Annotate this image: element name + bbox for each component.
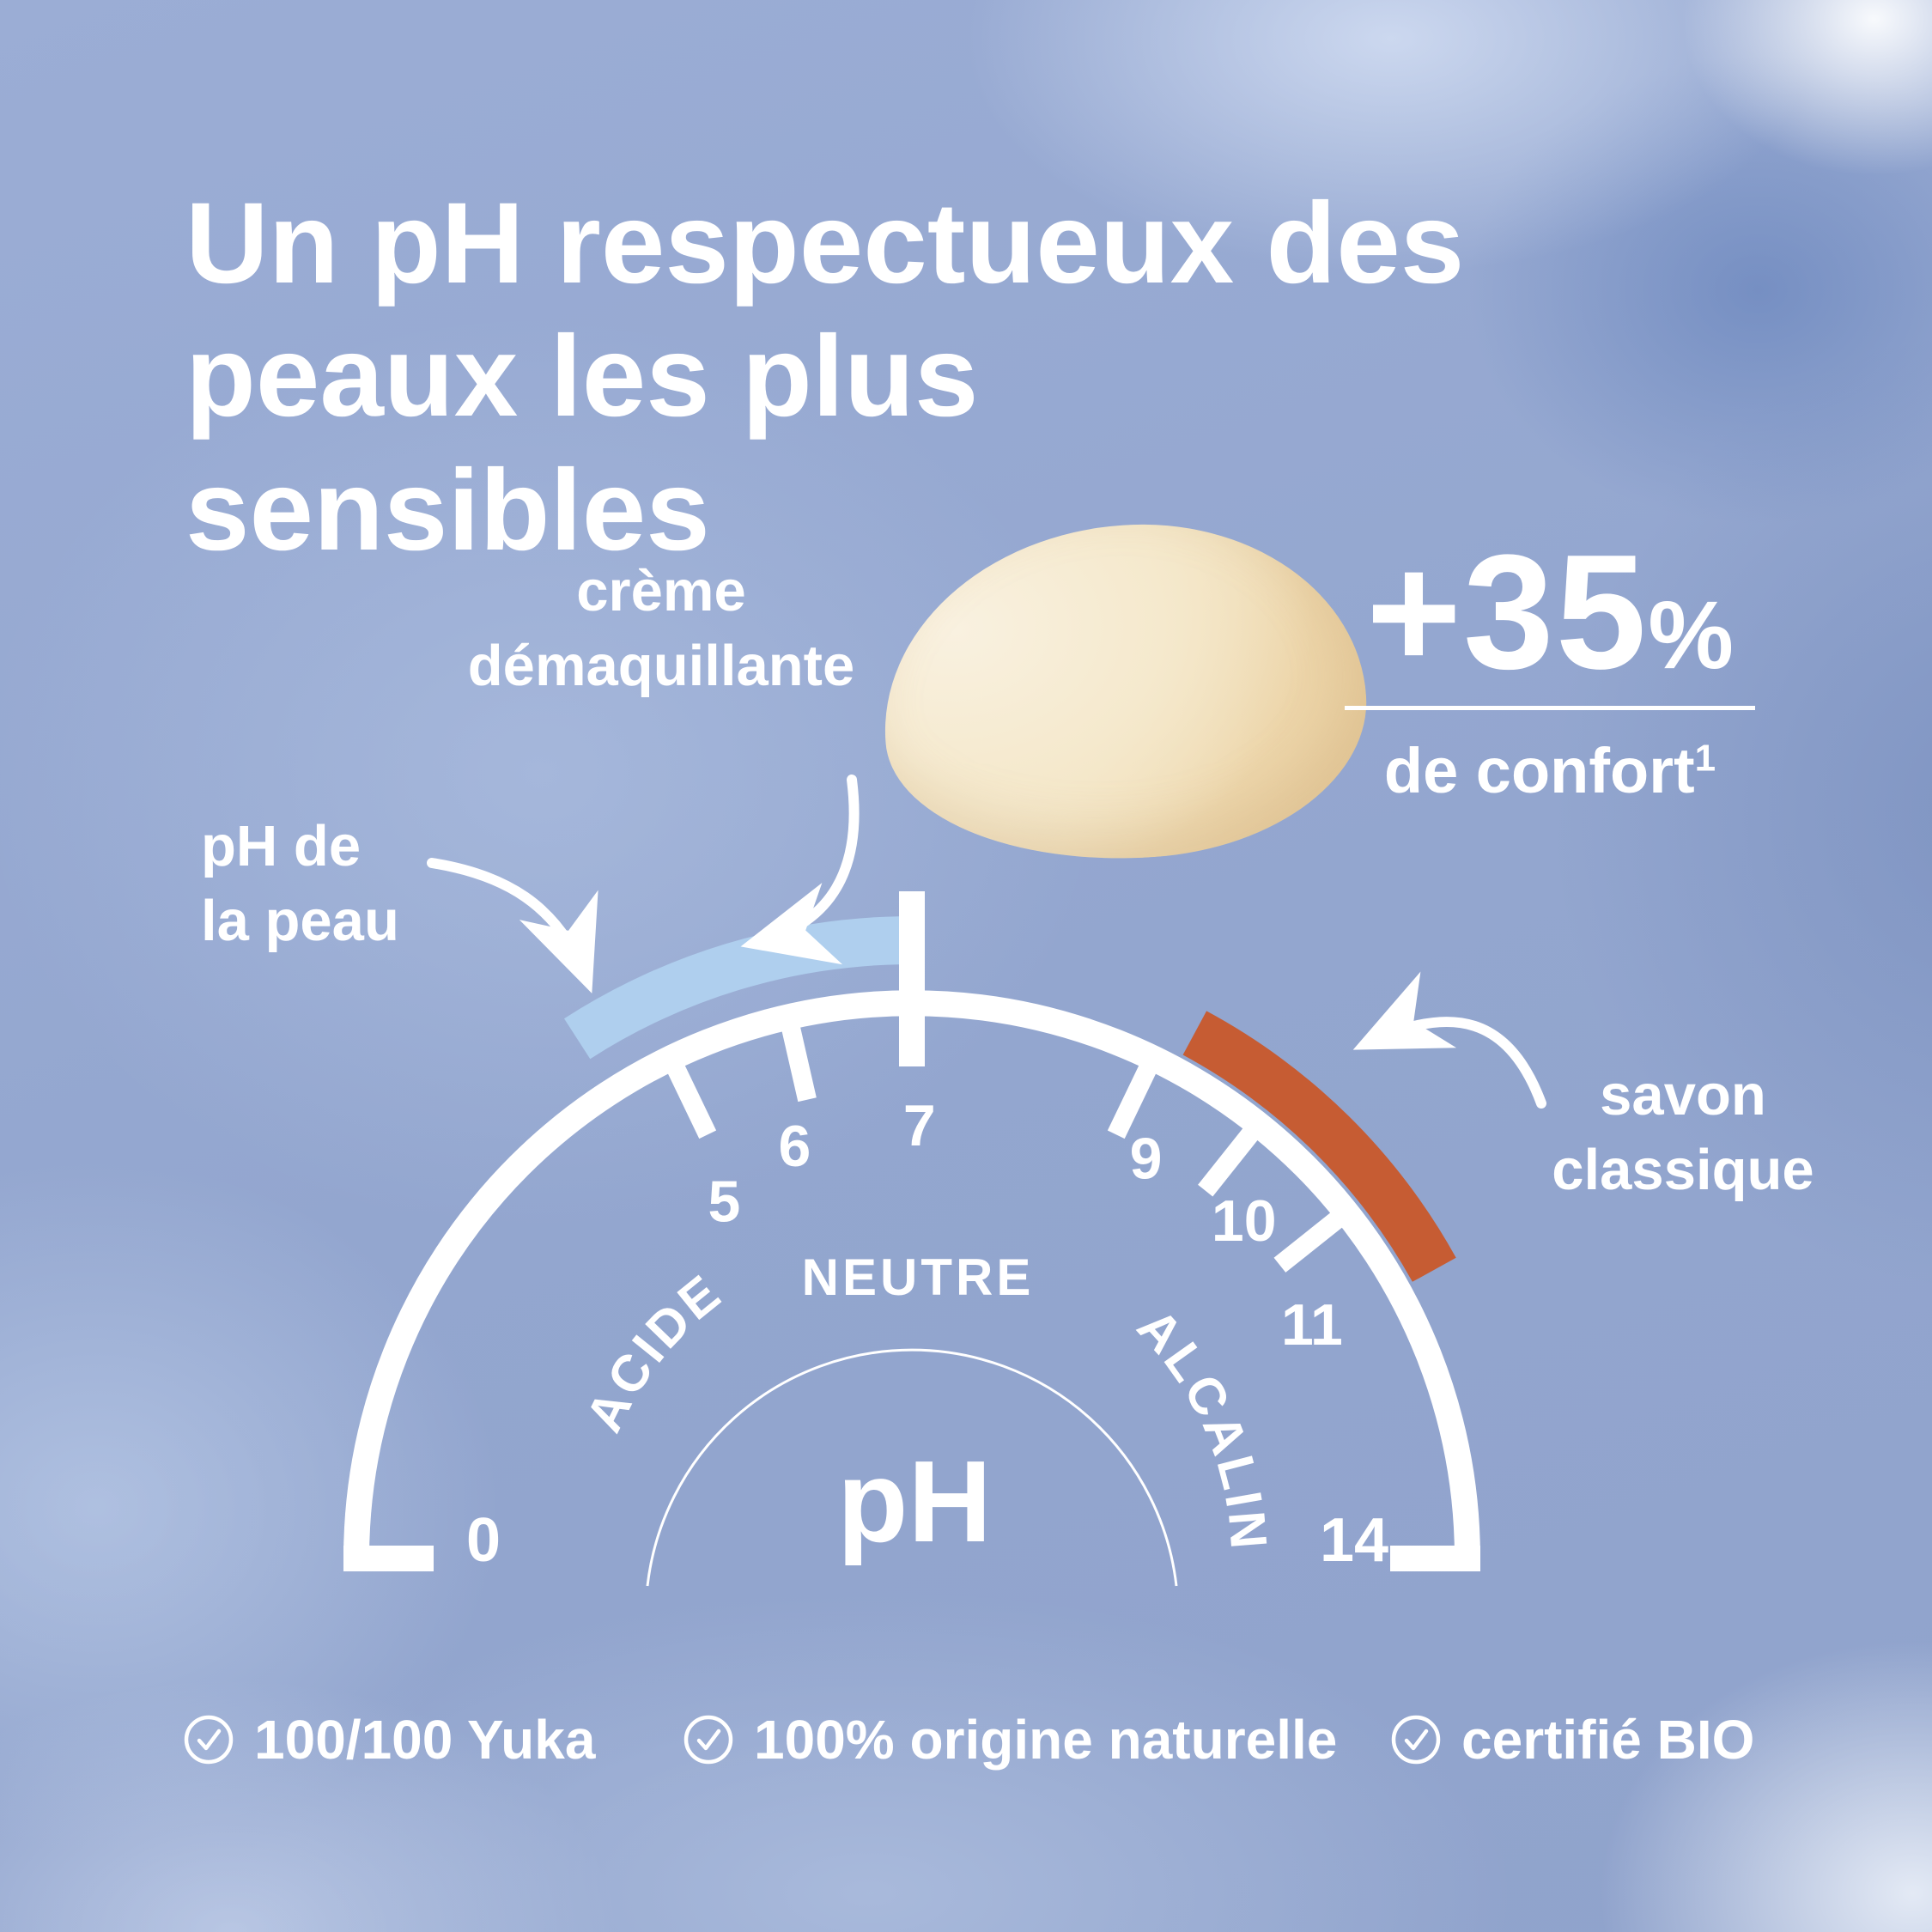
cleansing-cream-line-1: crème (576, 559, 746, 623)
gauge-tick-9 (1107, 1059, 1159, 1139)
check-circle-icon (683, 1715, 733, 1765)
badge-label: certifié BIO (1461, 1709, 1755, 1771)
skin-ph-line-2: la peau (201, 889, 399, 954)
page-title: Un pH respectueux des peaux les plus sen… (185, 177, 1473, 577)
stat-footnote-mark: 1 (1694, 737, 1716, 780)
comfort-stat: +35% de confort1 (1327, 531, 1773, 807)
classic-soap-band (1182, 1011, 1456, 1282)
gauge-tick-5 (665, 1059, 717, 1139)
classic-soap-line-2: classique (1552, 1138, 1814, 1203)
badge-label: 100/100 Yuka (254, 1709, 596, 1771)
skin-ph-label: pH de la peau (201, 809, 562, 958)
skin-ph-line-1: pH de (201, 814, 361, 878)
title-line-2: peaux les plus sensibles (185, 313, 979, 574)
gauge-foot-right (1390, 1546, 1480, 1571)
zone-label-alkaline: ALCALIN (1127, 1297, 1275, 1554)
stat-value: +35% (1327, 531, 1773, 694)
gauge-tick-label-5: 5 (708, 1170, 740, 1235)
gauge-min-label: 0 (466, 1506, 501, 1575)
gauge-tick-label-10: 10 (1212, 1188, 1277, 1254)
badge-yuka: 100/100 Yuka (182, 1709, 596, 1771)
gauge-inner-arc (646, 1348, 1178, 1587)
stat-caption-text: de confort (1383, 735, 1695, 806)
gauge-tick-11 (1273, 1208, 1348, 1273)
classic-soap-label: savon classique (1460, 1058, 1906, 1207)
svg-text:ACIDE: ACIDE (574, 1262, 732, 1441)
gauge-max-label: 14 (1320, 1506, 1388, 1575)
gauge-unit-label: pH (837, 1437, 992, 1566)
gauge-foot-left (343, 1546, 434, 1571)
gauge-tick-10 (1198, 1122, 1262, 1197)
gauge-tick-label-9: 9 (1130, 1127, 1163, 1192)
stat-unit: % (1648, 581, 1734, 689)
check-circle-icon (184, 1715, 234, 1765)
gauge-ticks (665, 891, 1348, 1273)
gauge-tick-label-11: 11 (1281, 1292, 1343, 1358)
title-line-1: Un pH respectueux des (185, 179, 1465, 307)
classic-soap-curved-arrow-icon (1352, 971, 1546, 1109)
gauge-tick-label-6: 6 (778, 1114, 811, 1179)
check-circle-icon (1391, 1715, 1441, 1765)
svg-text:ALCALIN: ALCALIN (1127, 1297, 1279, 1554)
skin-ph-curved-arrow-icon (427, 858, 598, 993)
zone-label-neutral: NEUTRE (802, 1249, 1035, 1306)
stat-number: +35 (1366, 521, 1649, 703)
gauge-tick-label-7: 7 (903, 1093, 936, 1158)
cream-curved-arrow-icon (740, 775, 860, 965)
cleansing-cream-line-2: démaquillante (467, 634, 855, 699)
cleansing-cream-label: crème démaquillante (404, 554, 919, 703)
stat-caption: de confort1 (1327, 734, 1773, 807)
badge-natural-origin: 100% origine naturelle (682, 1709, 1338, 1771)
stat-divider (1345, 706, 1755, 710)
badge-certified-bio: certifié BIO (1389, 1709, 1755, 1771)
classic-soap-line-1: savon (1600, 1063, 1766, 1127)
badge-label: 100% origine naturelle (754, 1709, 1338, 1771)
zone-label-acid: ACIDE (574, 1262, 729, 1441)
gauge-tick-6 (780, 1020, 817, 1103)
